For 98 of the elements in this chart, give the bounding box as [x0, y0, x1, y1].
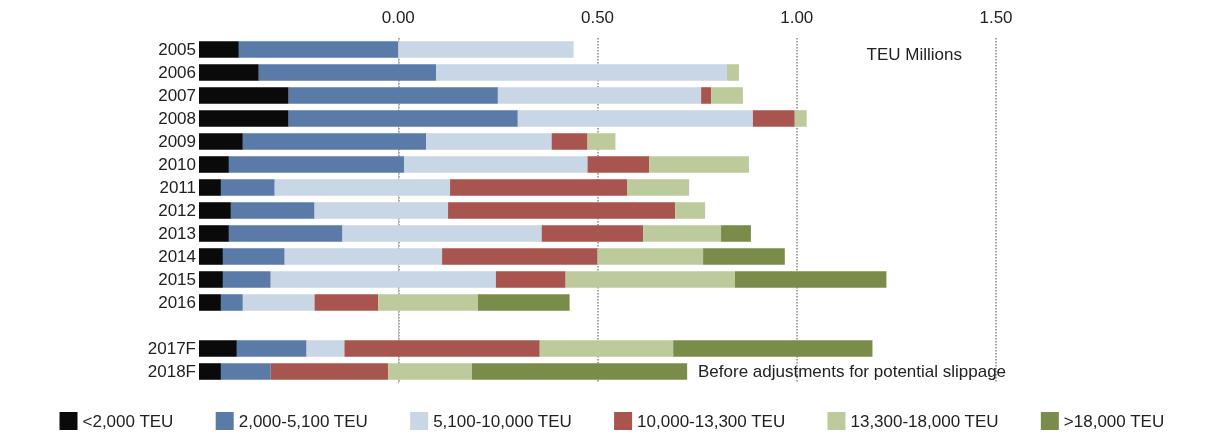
bar [597, 248, 704, 265]
bar [450, 179, 628, 196]
bar [539, 340, 674, 357]
bar [517, 110, 753, 127]
bar [236, 340, 307, 357]
y-tick-label: 2007 [158, 86, 196, 105]
legend-label: 13,300-18,000 TEU [850, 411, 999, 431]
y-tick-label: 2017F [147, 339, 196, 358]
bar [199, 248, 223, 265]
bar [199, 179, 221, 196]
bar [199, 133, 243, 150]
y-tick-label: 2009 [158, 132, 196, 151]
bar [675, 202, 706, 219]
bar [270, 271, 496, 288]
bar [378, 294, 478, 311]
bar [388, 363, 472, 380]
bar [711, 87, 743, 104]
bar [230, 202, 315, 219]
bar [242, 133, 427, 150]
y-tick-label: 2015 [158, 270, 196, 289]
bar [344, 340, 540, 357]
bar [721, 225, 751, 242]
bar [288, 110, 518, 127]
bar [541, 225, 644, 242]
y-tick-label: 2011 [159, 178, 196, 197]
bar [436, 64, 728, 81]
annotation: Before adjustments for potential slippage [698, 362, 1007, 381]
bar [495, 271, 566, 288]
legend-label: 2,000-5,100 TEU [238, 411, 368, 431]
x-axis-title: TEU Millions [866, 45, 963, 64]
bar [794, 110, 807, 127]
bar [649, 156, 749, 173]
bar [222, 248, 285, 265]
y-tick-label: 2012 [158, 201, 196, 220]
bar [404, 156, 588, 173]
bar [477, 294, 570, 311]
bar [220, 363, 271, 380]
bar [258, 64, 437, 81]
bar [551, 133, 588, 150]
bar [643, 225, 722, 242]
bar [242, 294, 315, 311]
bar [703, 248, 785, 265]
bar [442, 248, 598, 265]
bar [199, 271, 223, 288]
bar [734, 271, 887, 288]
bar [284, 248, 443, 265]
legend-label: <2,000 TEU [82, 411, 174, 431]
bar [587, 156, 650, 173]
bar [497, 87, 702, 104]
bar [199, 340, 237, 357]
bar [228, 156, 405, 173]
bar [274, 179, 451, 196]
bar [471, 363, 688, 380]
bar [220, 179, 275, 196]
bar [288, 87, 498, 104]
bar [426, 133, 552, 150]
y-tick-label: 2006 [158, 63, 196, 82]
bar [752, 110, 795, 127]
bar [199, 294, 221, 311]
bar [565, 271, 735, 288]
bar [701, 87, 712, 104]
bar [587, 133, 616, 150]
bar [199, 363, 221, 380]
legend-label: >18,000 TEU [1063, 411, 1165, 431]
bar [727, 64, 739, 81]
bar [673, 340, 873, 357]
legend-label: 10,000-13,300 TEU [637, 411, 786, 431]
y-tick-label: 2013 [158, 224, 196, 243]
bar [314, 202, 449, 219]
y-tick-label: 2010 [158, 155, 196, 174]
y-tick-label: 2016 [158, 293, 196, 312]
bar [270, 363, 389, 380]
bar [199, 156, 229, 173]
legend-label: 5,100-10,000 TEU [433, 411, 572, 431]
x-tick-label: 0.00 [381, 8, 415, 27]
bar [199, 64, 259, 81]
bar [398, 41, 574, 58]
y-tick-label: 2008 [158, 109, 196, 128]
bar [228, 225, 343, 242]
x-tick-label: 1.00 [780, 8, 814, 27]
bar [448, 202, 676, 219]
x-tick-label: 0.50 [580, 8, 615, 27]
bar [314, 294, 379, 311]
bar [199, 110, 289, 127]
bar [306, 340, 345, 357]
y-tick-label: 2005 [158, 40, 196, 59]
bar [342, 225, 542, 242]
bar [627, 179, 690, 196]
bar [199, 225, 229, 242]
bar [199, 202, 231, 219]
bar [220, 294, 243, 311]
x-tick-label: 1.50 [979, 8, 1013, 27]
bar [238, 41, 399, 58]
bar [199, 41, 239, 58]
y-tick-label: 2018F [147, 362, 196, 381]
y-tick-label: 2014 [158, 247, 196, 266]
bar [222, 271, 271, 288]
bar [199, 87, 289, 104]
